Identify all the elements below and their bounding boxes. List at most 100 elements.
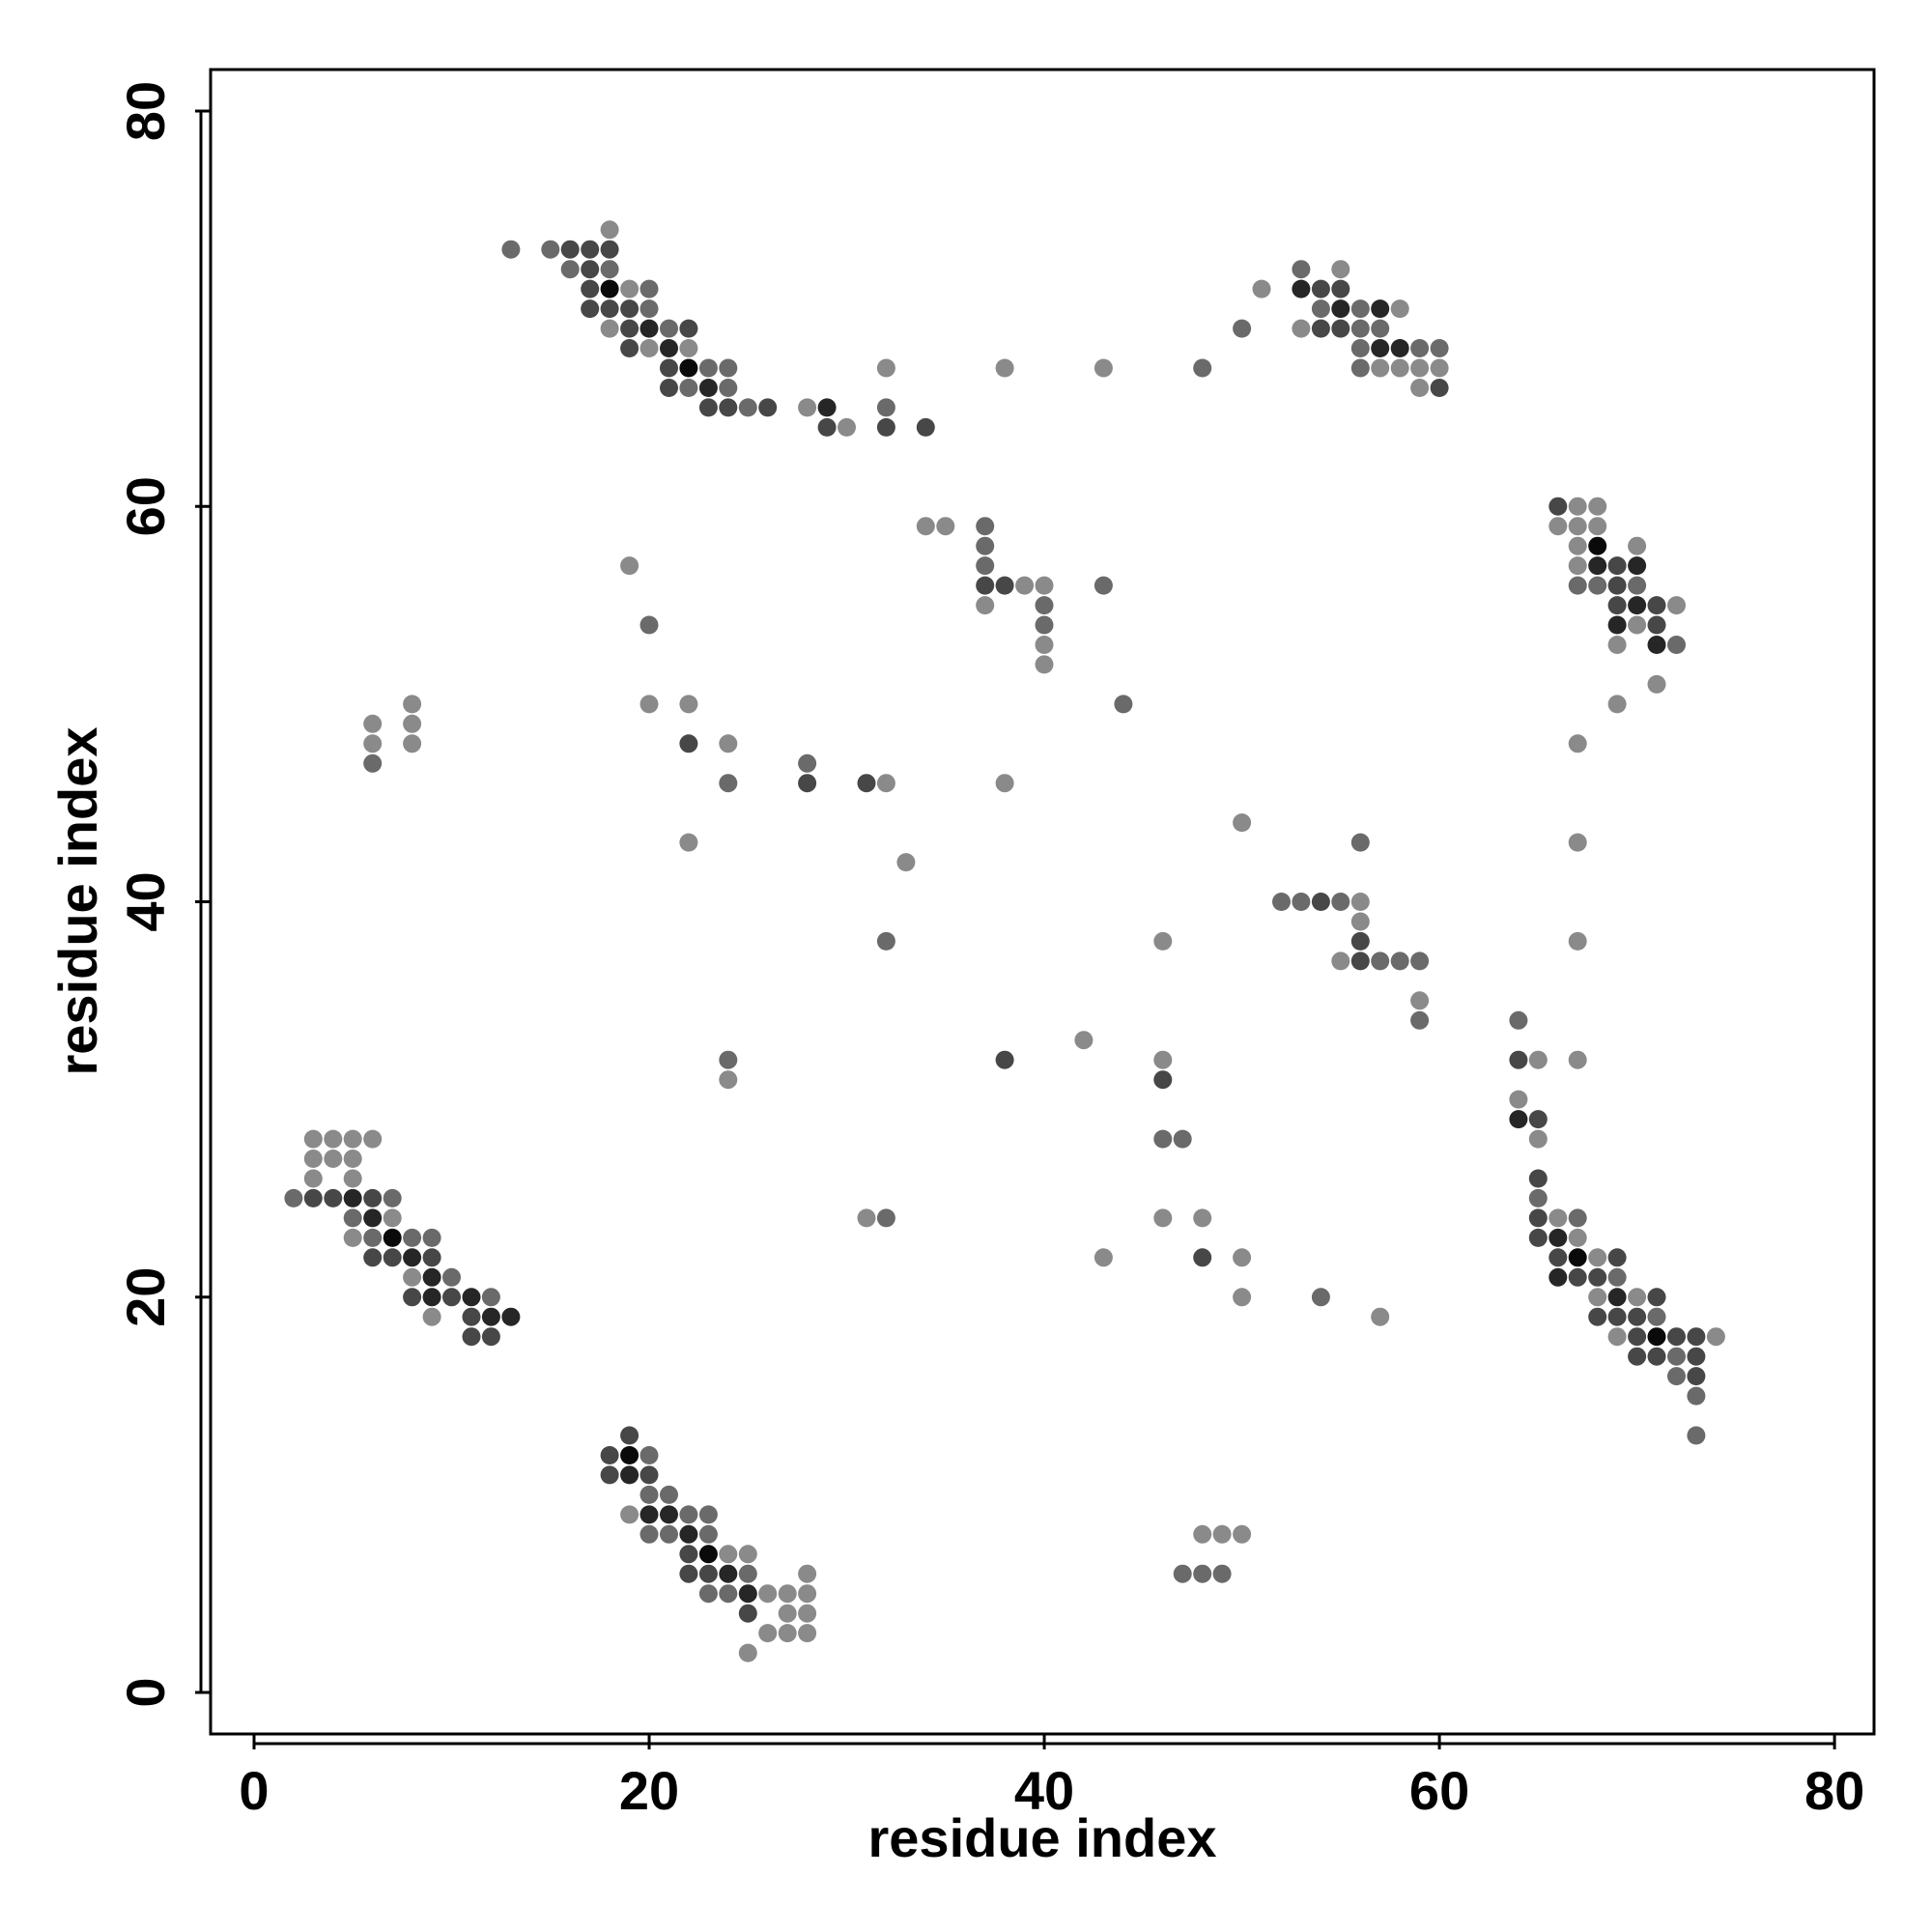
- data-point: [620, 1465, 639, 1485]
- data-point: [936, 517, 955, 536]
- data-point: [1390, 358, 1409, 378]
- data-point: [363, 1129, 383, 1149]
- data-point: [995, 774, 1014, 793]
- data-point: [1371, 358, 1390, 378]
- data-point: [639, 279, 659, 298]
- data-point: [719, 1070, 738, 1090]
- data-point: [1292, 260, 1311, 279]
- data-point: [1687, 1327, 1706, 1347]
- data-point: [916, 417, 935, 437]
- data-point: [1331, 952, 1350, 971]
- data-point: [976, 536, 995, 555]
- data-point: [1371, 1307, 1390, 1326]
- data-point: [876, 774, 895, 793]
- data-point: [660, 339, 678, 357]
- data-point: [817, 417, 837, 437]
- data-point: [1548, 497, 1568, 516]
- data-point: [679, 339, 698, 357]
- data-point: [738, 1604, 757, 1623]
- data-point: [857, 1208, 876, 1228]
- data-point: [719, 774, 738, 793]
- data-point: [1647, 1288, 1666, 1307]
- data-point: [1311, 279, 1330, 298]
- data-point: [719, 1584, 738, 1604]
- data-point: [1331, 260, 1350, 279]
- data-point: [1687, 1367, 1706, 1386]
- data-point: [1035, 655, 1054, 674]
- data-point: [1350, 952, 1370, 971]
- data-point: [1410, 379, 1430, 397]
- data-point: [1568, 497, 1587, 516]
- x-tick-label: 60: [1409, 1760, 1469, 1821]
- data-point: [1607, 615, 1627, 635]
- data-point: [1528, 1169, 1548, 1188]
- data-point: [363, 1208, 383, 1228]
- data-point: [719, 1545, 738, 1564]
- data-point: [1233, 319, 1252, 338]
- data-point: [1647, 636, 1666, 654]
- data-point: [798, 398, 817, 417]
- data-point: [560, 240, 580, 259]
- data-point: [303, 1169, 323, 1188]
- data-point: [1607, 636, 1627, 654]
- data-point: [620, 339, 639, 357]
- data-point: [1212, 1564, 1232, 1583]
- data-point: [1371, 319, 1390, 338]
- data-point: [738, 1584, 757, 1604]
- data-point: [1568, 1050, 1587, 1069]
- data-point: [660, 1505, 678, 1524]
- data-point: [1548, 1208, 1568, 1228]
- data-point: [639, 299, 659, 319]
- data-point: [1667, 1347, 1686, 1366]
- data-point: [1371, 299, 1390, 319]
- data-point: [639, 1446, 659, 1464]
- data-point: [639, 339, 659, 357]
- data-point: [581, 260, 600, 279]
- data-point: [876, 358, 895, 378]
- data-point: [738, 1545, 757, 1564]
- data-point: [1667, 636, 1686, 654]
- data-point: [1430, 358, 1449, 378]
- data-point: [600, 240, 619, 259]
- data-point: [719, 1564, 738, 1583]
- data-point: [1568, 517, 1587, 536]
- data-point: [1548, 1248, 1568, 1267]
- data-point: [679, 1545, 698, 1564]
- data-point: [1410, 339, 1430, 357]
- data-point: [1331, 279, 1350, 298]
- data-point: [976, 556, 995, 576]
- data-point: [1588, 1288, 1607, 1307]
- data-point: [660, 358, 678, 378]
- data-point: [363, 734, 383, 753]
- data-point: [1528, 1188, 1548, 1208]
- data-point: [462, 1307, 481, 1326]
- data-point: [1568, 1208, 1587, 1228]
- data-point: [876, 417, 895, 437]
- data-point: [1588, 1248, 1607, 1267]
- y-tick-label: 0: [115, 1677, 176, 1707]
- data-point: [758, 1584, 778, 1604]
- data-point: [679, 1564, 698, 1583]
- data-point: [1331, 319, 1350, 338]
- data-point: [639, 319, 659, 338]
- data-point: [857, 774, 876, 793]
- data-point: [639, 615, 659, 635]
- data-point: [1568, 833, 1587, 852]
- data-point: [1647, 674, 1666, 694]
- data-point: [363, 1228, 383, 1247]
- data-point: [1114, 695, 1133, 714]
- data-point: [995, 358, 1014, 378]
- data-point: [1687, 1426, 1706, 1445]
- data-point: [481, 1288, 500, 1307]
- data-point: [324, 1129, 343, 1149]
- data-point: [719, 1050, 738, 1069]
- data-point: [1350, 299, 1370, 319]
- data-point: [738, 1643, 757, 1662]
- data-point: [778, 1604, 797, 1623]
- data-point: [1311, 319, 1330, 338]
- data-point: [422, 1267, 441, 1287]
- data-point: [343, 1129, 362, 1149]
- data-point: [1628, 1288, 1647, 1307]
- data-point: [462, 1288, 481, 1307]
- data-point: [995, 1050, 1014, 1069]
